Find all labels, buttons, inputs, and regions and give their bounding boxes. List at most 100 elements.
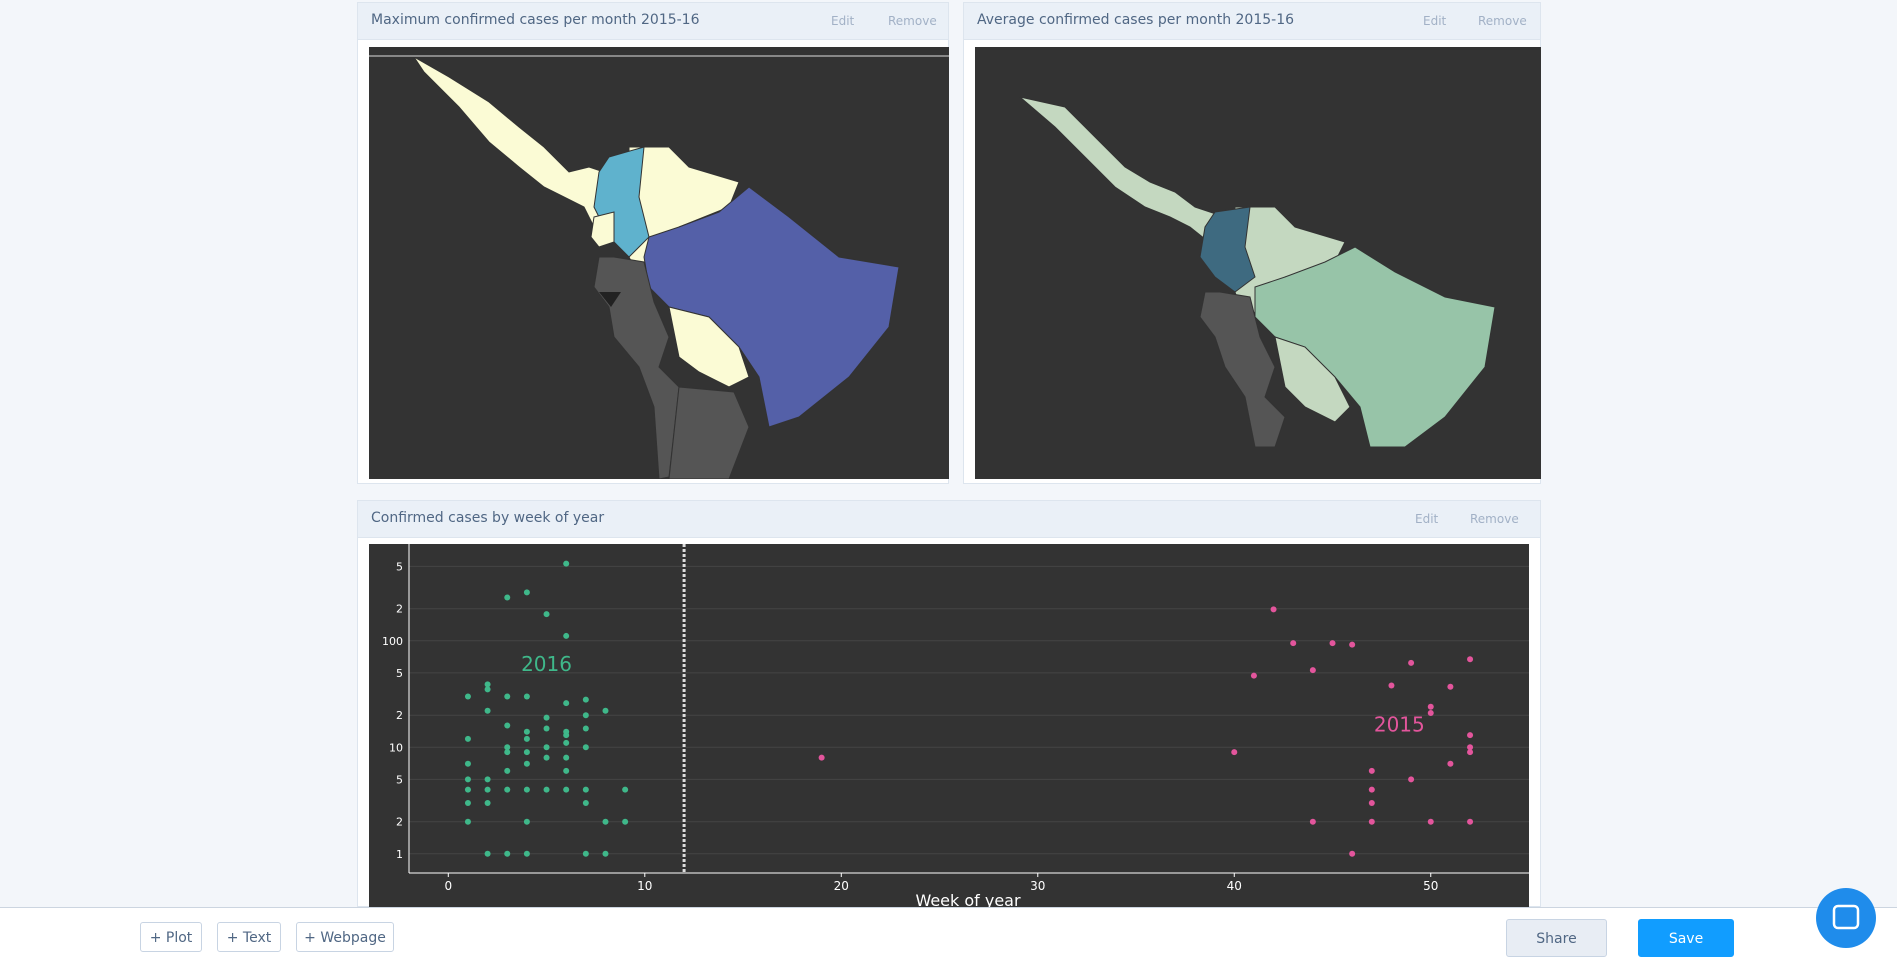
point: [464, 786, 471, 793]
point: [464, 693, 471, 700]
annotation: 2015: [1374, 713, 1425, 737]
point: [504, 786, 511, 793]
x-tick-label: 40: [1227, 879, 1242, 893]
point: [1368, 799, 1375, 806]
point: [464, 799, 471, 806]
point: [1467, 749, 1474, 756]
point: [602, 818, 609, 825]
point: [504, 722, 511, 729]
add-text-button[interactable]: + Text: [217, 922, 281, 952]
point: [582, 744, 589, 751]
point: [484, 686, 491, 693]
point: [1290, 640, 1297, 647]
y-tick-label: 2: [396, 709, 403, 722]
edit-button[interactable]: Edit: [831, 14, 855, 28]
edit-button[interactable]: Edit: [1423, 14, 1447, 28]
remove-button[interactable]: Remove: [888, 14, 937, 28]
point: [504, 594, 511, 601]
point: [1250, 672, 1257, 679]
point: [1270, 606, 1277, 613]
remove-button[interactable]: Remove: [1478, 14, 1527, 28]
panel-header: Average confirmed cases per month 2015-1…: [964, 3, 1540, 40]
point: [504, 744, 511, 751]
remove-button[interactable]: Remove: [1470, 512, 1519, 526]
point: [523, 786, 530, 793]
y-tick-label: 100: [382, 635, 403, 648]
point: [582, 799, 589, 806]
panel: Average confirmed cases per month 2015-1…: [963, 2, 1541, 484]
point: [543, 744, 550, 751]
point: [563, 739, 570, 746]
map: [369, 47, 949, 479]
x-axis-title: Week of year: [915, 891, 1021, 907]
point: [484, 850, 491, 857]
point: [484, 707, 491, 714]
add-plot-button[interactable]: + Plot: [140, 922, 202, 952]
point: [1467, 744, 1474, 751]
panel-header: Maximum confirmed cases per month 2015-1…: [358, 3, 948, 40]
y-tick-label: 2: [396, 603, 403, 616]
chat-icon[interactable]: [1816, 888, 1876, 948]
share-button[interactable]: Share: [1506, 919, 1607, 957]
point: [1427, 818, 1434, 825]
point: [523, 850, 530, 857]
point: [543, 754, 550, 761]
point: [504, 749, 511, 756]
y-tick-label: 1: [396, 848, 403, 861]
y-tick-label: 5: [396, 773, 403, 786]
point: [1427, 703, 1434, 710]
point: [484, 776, 491, 783]
point: [484, 786, 491, 793]
point: [582, 712, 589, 719]
edit-button[interactable]: Edit: [1415, 512, 1439, 526]
point: [464, 818, 471, 825]
point: [1467, 732, 1474, 739]
point: [1447, 683, 1454, 690]
point: [523, 728, 530, 735]
y-tick-label: 5: [396, 560, 403, 573]
y-tick-label: 2: [396, 816, 403, 829]
point: [1408, 776, 1415, 783]
point: [1368, 786, 1375, 793]
point: [1408, 659, 1415, 666]
x-tick-label: 10: [637, 879, 652, 893]
point: [523, 589, 530, 596]
point: [1467, 656, 1474, 663]
point: [563, 632, 570, 639]
x-tick-label: 20: [834, 879, 849, 893]
point: [504, 850, 511, 857]
annotation: 2016: [521, 652, 572, 676]
point: [818, 754, 825, 761]
panel-title: Confirmed cases by week of year: [371, 510, 605, 526]
point: [523, 693, 530, 700]
point: [1231, 749, 1238, 756]
point: [582, 725, 589, 732]
point: [464, 776, 471, 783]
point: [1427, 709, 1434, 716]
panel-title: Maximum confirmed cases per month 2015-1…: [371, 12, 700, 28]
y-tick-label: 10: [389, 741, 403, 754]
panel-title: Average confirmed cases per month 2015-1…: [977, 12, 1295, 28]
point: [602, 707, 609, 714]
point: [1329, 640, 1336, 647]
point: [543, 611, 550, 618]
point: [523, 749, 530, 756]
point: [622, 786, 629, 793]
add-webpage-button[interactable]: + Webpage: [296, 922, 394, 952]
x-tick-label: 50: [1423, 879, 1438, 893]
point: [582, 786, 589, 793]
point: [1368, 767, 1375, 774]
point: [582, 696, 589, 703]
point: [563, 560, 570, 567]
x-tick-label: 0: [444, 879, 452, 893]
point: [563, 754, 570, 761]
point: [484, 681, 491, 688]
point: [543, 725, 550, 732]
point: [523, 735, 530, 742]
point: [543, 714, 550, 721]
map: [975, 47, 1541, 479]
save-button[interactable]: Save: [1638, 919, 1734, 957]
point: [484, 799, 491, 806]
